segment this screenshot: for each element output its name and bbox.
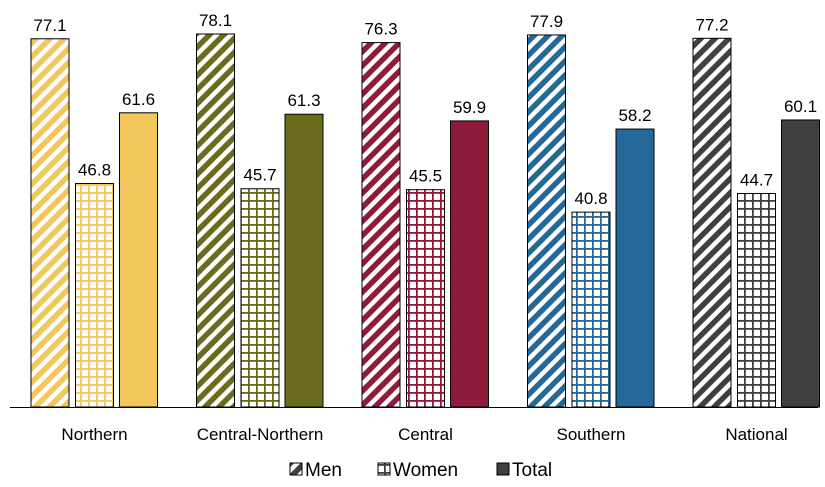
data-label-northern-men: 77.1 xyxy=(33,16,66,35)
bar-national-men xyxy=(692,37,732,408)
category-label-northern: Northern xyxy=(61,425,127,444)
category-label-central: Central xyxy=(398,425,453,444)
data-label-national-men: 77.2 xyxy=(695,15,728,34)
data-label-national-women: 44.7 xyxy=(740,171,773,190)
legend-label-women: Women xyxy=(393,460,458,481)
bar-central-total xyxy=(450,120,489,408)
data-label-northern-women: 46.8 xyxy=(78,160,111,179)
data-label-northern-total: 61.6 xyxy=(122,90,155,109)
bar-central-northern-women xyxy=(240,188,280,408)
grid-square-icon xyxy=(377,462,391,476)
data-label-central-women: 45.5 xyxy=(409,167,442,186)
legend-label-men: Men xyxy=(305,460,342,481)
data-label-southern-women: 40.8 xyxy=(574,189,607,208)
bar-central-men xyxy=(361,42,401,408)
data-label-southern-total: 58.2 xyxy=(618,106,651,125)
bars-layer: 77.1 46.8 61.6 78.1 45.7 61.3 76.3 45.5 59.9 77.9… xyxy=(30,11,820,408)
bar-southern-total xyxy=(615,128,655,408)
legend: Men Women Total xyxy=(289,460,552,481)
bar-central-northern-men xyxy=(196,33,235,408)
data-label-national-total: 60.1 xyxy=(784,97,817,116)
data-label-central-northern-men: 78.1 xyxy=(199,11,232,30)
solid-square-icon xyxy=(496,462,510,476)
bar-southern-women xyxy=(571,211,611,408)
bar-central-northern-total xyxy=(284,113,324,408)
bar-southern-men xyxy=(527,34,566,408)
bar-central-women xyxy=(406,189,445,408)
category-label-central-northern: Central-Northern xyxy=(197,425,324,444)
data-label-central-northern-total: 61.3 xyxy=(287,91,320,110)
category-label-southern: Southern xyxy=(557,425,626,444)
legend-label-total: Total xyxy=(512,460,552,481)
bar-northern-total xyxy=(119,112,158,408)
data-label-central-northern-women: 45.7 xyxy=(243,166,276,185)
hatched-square-icon xyxy=(289,462,303,476)
data-label-central-men: 76.3 xyxy=(364,20,397,39)
bar-national-total xyxy=(781,119,820,408)
category-label-national: National xyxy=(725,425,787,444)
bar-northern-men xyxy=(30,38,70,408)
data-label-central-total: 59.9 xyxy=(453,98,486,117)
bar-national-women xyxy=(737,193,776,408)
category-labels: Northern Central-Northern Central Southern N… xyxy=(61,425,787,444)
data-label-southern-men: 77.9 xyxy=(530,12,563,31)
bar-northern-women xyxy=(75,182,114,408)
